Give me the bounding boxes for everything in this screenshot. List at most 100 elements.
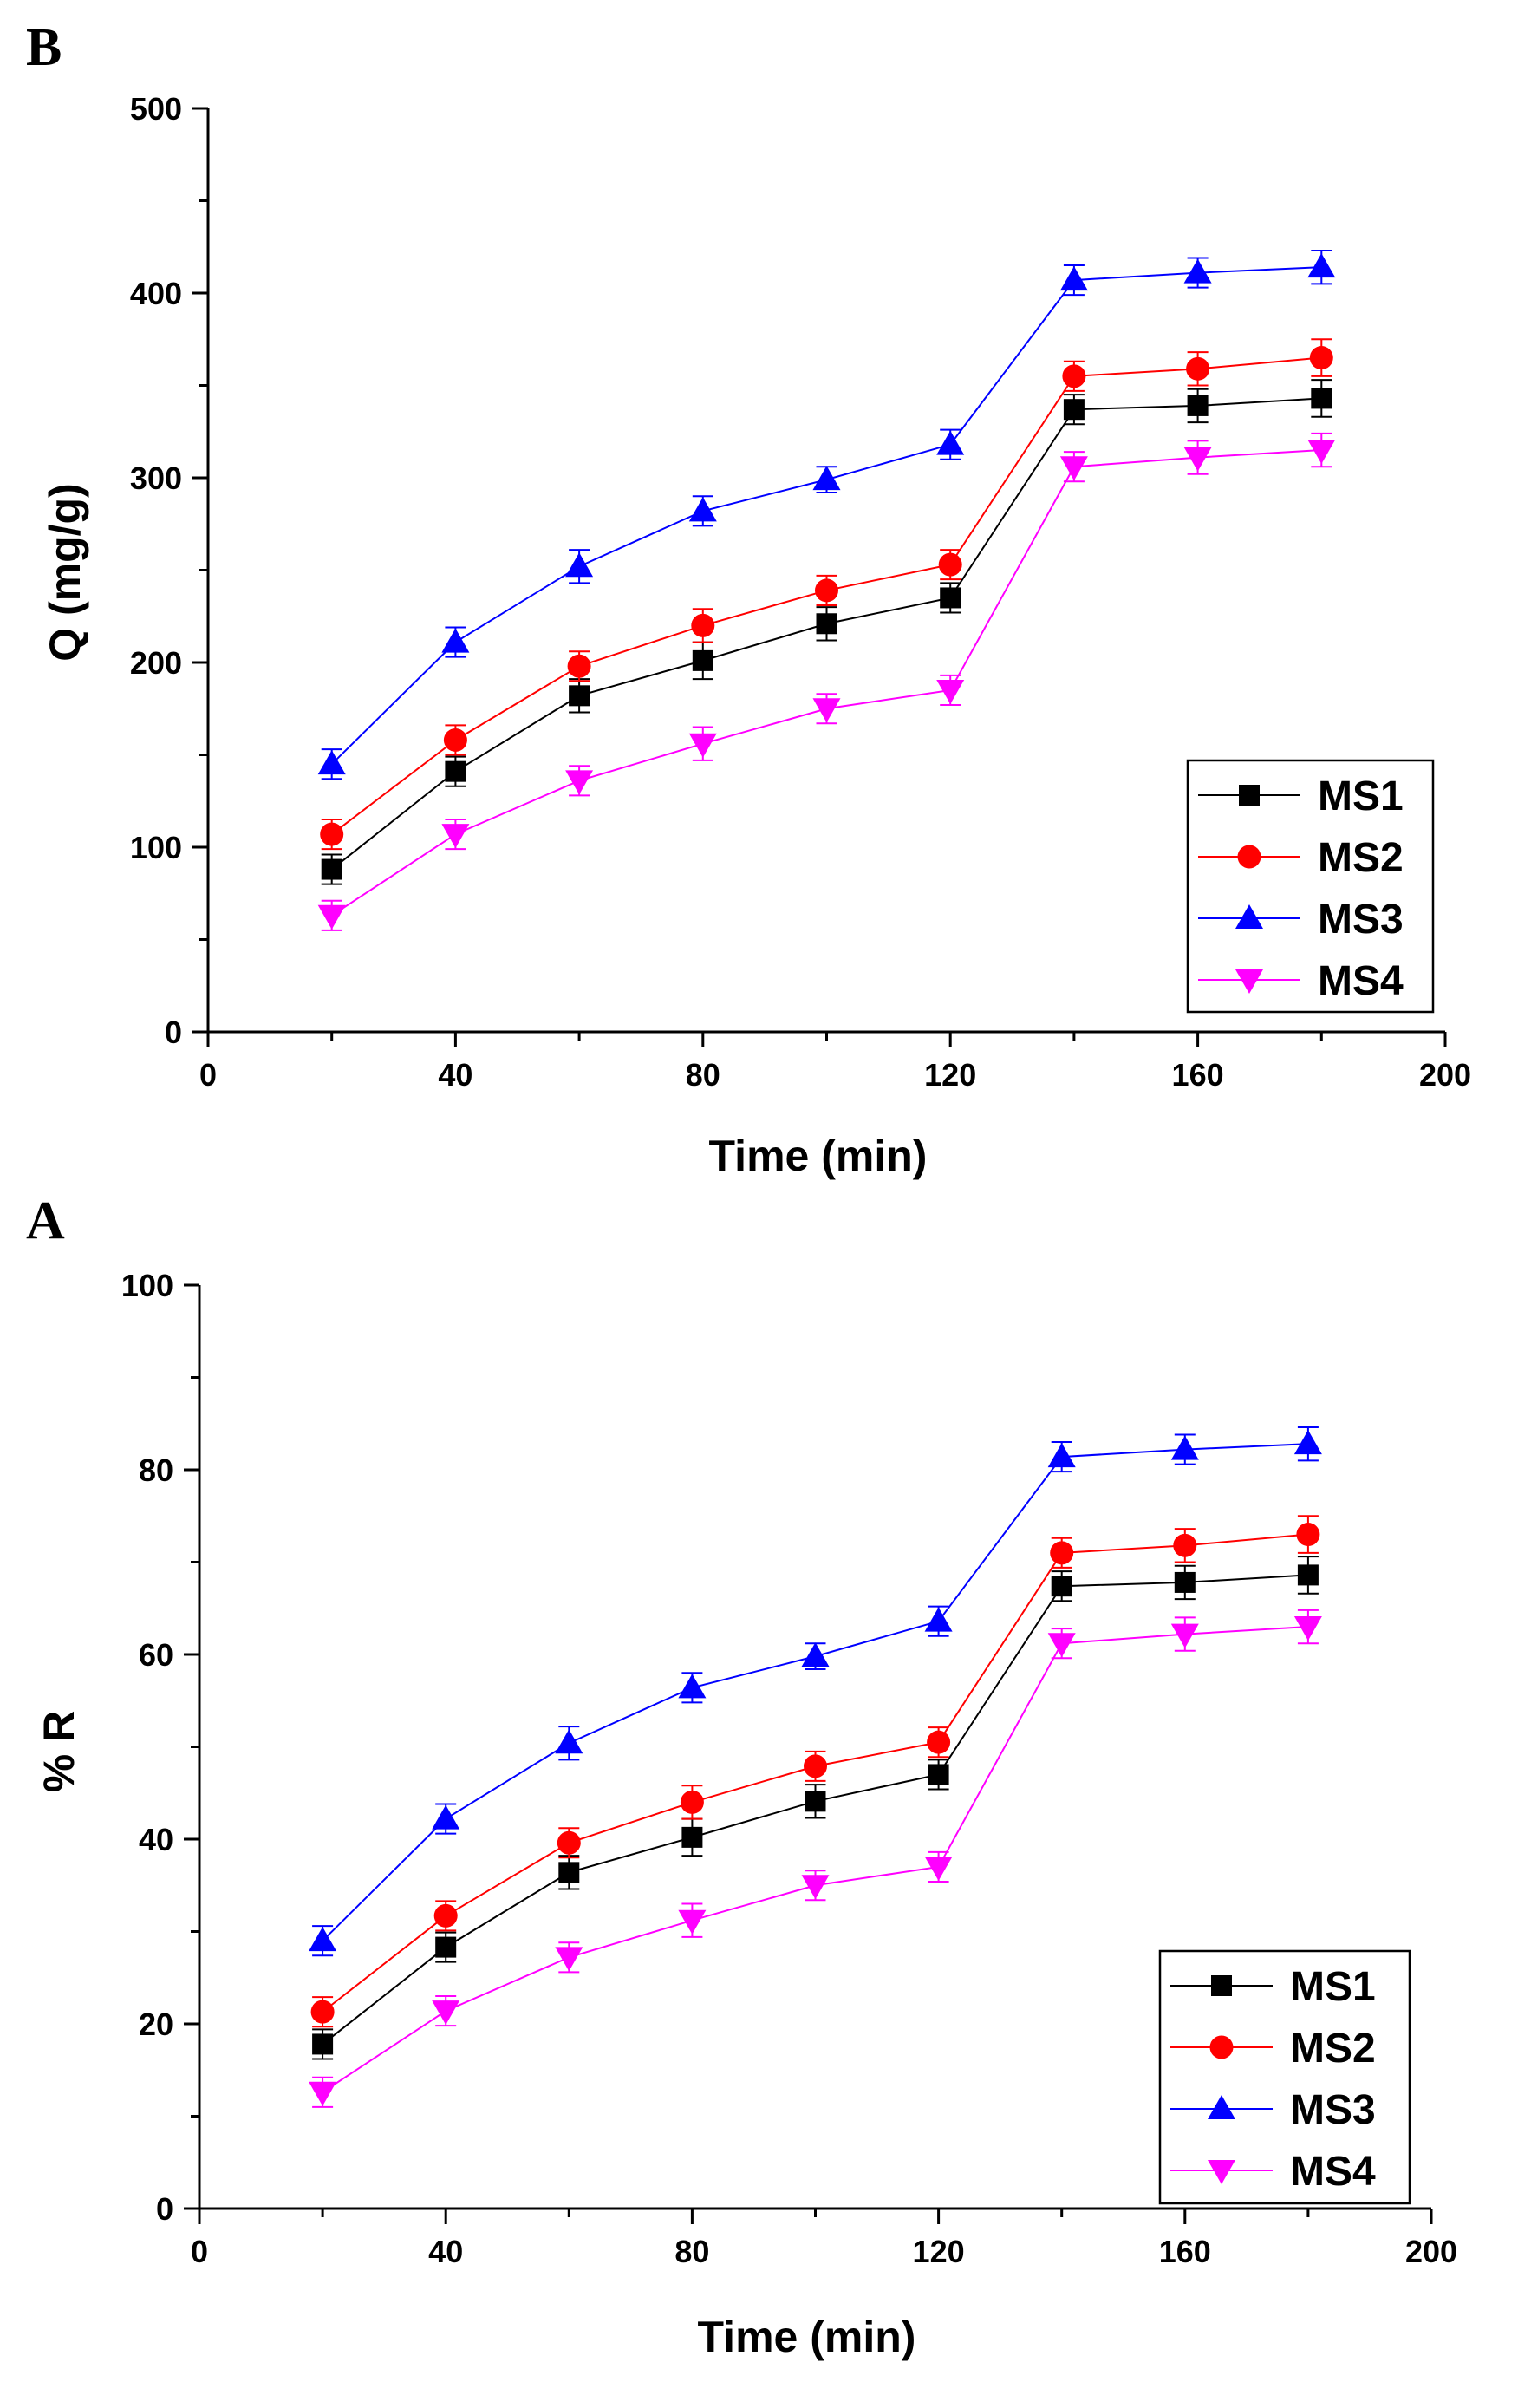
x-tick-label: 0 [191,2234,208,2269]
legend-marker [1208,2095,1235,2119]
data-point [1170,1623,1199,1648]
x-tick-label: 40 [428,2234,463,2269]
data-point [1062,364,1086,388]
data-point [558,1862,580,1883]
y-tick-label: 80 [139,1452,173,1488]
data-point [1309,346,1333,370]
data-point [433,1903,458,1928]
data-point [1059,456,1088,481]
y-tick-label: 60 [139,1637,173,1673]
legend-label: MS4 [1318,958,1404,1004]
data-point [432,1804,460,1830]
data-point [1059,266,1088,291]
data-point [680,1790,704,1814]
data-point [1293,1616,1322,1641]
data-point [1183,258,1212,284]
data-point [924,1607,953,1632]
data-point [320,822,344,846]
data-point [1183,447,1212,472]
legend-label: MS1 [1318,773,1404,819]
y-tick-label: 40 [139,1822,173,1857]
data-point [1186,356,1210,381]
legend-label: MS4 [1290,2149,1376,2195]
data-point [692,649,713,671]
legend-marker [1235,969,1263,994]
data-point [1296,1523,1320,1547]
series-line [330,266,1322,765]
series-line [331,449,1322,917]
data-point [441,824,470,849]
data-point [1047,1443,1076,1468]
panel-letter: B [26,18,62,77]
x-tick-label: 160 [1159,2234,1211,2269]
data-point [688,733,717,758]
data-point [812,698,841,723]
data-point [565,552,594,578]
legend-box [1158,1949,1411,2205]
y-tick-label: 100 [121,1268,173,1303]
data-point [309,1927,337,1952]
legend-box [1186,759,1435,1014]
y-tick-label: 100 [130,830,182,865]
series-ms1 [321,379,1332,885]
series-ms2 [310,1515,1320,2028]
legend-marker [1211,1975,1232,1996]
data-point [936,679,965,704]
data-point [1293,1430,1322,1455]
data-point [936,430,965,455]
data-point [678,1909,707,1935]
data-point [938,552,962,577]
data-point [555,1947,583,1972]
data-point [1173,1533,1197,1557]
legend-label: MS2 [1318,835,1404,881]
x-tick-label: 80 [674,2234,709,2269]
x-tick-label: 80 [686,1057,720,1093]
data-point [1051,1576,1072,1597]
x-tick-label: 0 [199,1057,217,1093]
y-tick-label: 500 [130,91,182,127]
data-point [432,2000,460,2026]
data-point [1063,399,1085,421]
x-tick-label: 40 [438,1057,472,1093]
legend-label: MS2 [1290,2026,1376,2072]
legend-marker [1237,845,1261,869]
data-point [310,2000,335,2024]
data-point [1311,388,1332,409]
data-point [321,858,342,880]
y-axis-title: % R [35,1711,83,1792]
data-point [815,578,838,603]
data-point [309,2081,337,2106]
x-tick-label: 120 [913,2234,965,2269]
legend: MS1 MS2 MS3 MS4 [1158,1949,1411,2205]
y-axis-title: Q (mg/g) [41,483,89,662]
data-point [1170,1435,1199,1460]
data-point [801,1875,830,1900]
data-point [691,613,715,637]
data-point [555,1729,583,1754]
x-tick-label: 160 [1172,1057,1224,1093]
y-tick-label: 0 [156,2191,173,2227]
y-tick-label: 300 [130,460,182,496]
data-point [1307,440,1336,465]
data-point [565,770,594,795]
x-axis-title: Time (min) [698,2313,916,2361]
series-ms4 [309,1609,1322,2108]
data-point [928,1764,949,1785]
data-point [804,1754,827,1778]
data-point [678,1674,707,1699]
x-tick-label: 200 [1419,1057,1471,1093]
data-point [557,1830,581,1855]
x-axis-title: Time (min) [709,1132,928,1180]
data-point [567,654,591,678]
data-point [312,2033,334,2055]
data-point [940,587,961,609]
legend-label: MS3 [1318,897,1404,943]
chart-panel-a: A 0 40 80 120 160 200 0 20 40 60 80 100 Time (min) % R… [26,1191,1457,2361]
legend-marker [1208,2160,1235,2184]
data-point [1174,1571,1196,1593]
y-tick-label: 200 [130,645,182,681]
y-tick-label: 400 [130,276,182,311]
series-ms1 [312,1556,1319,2060]
data-point [816,613,837,635]
